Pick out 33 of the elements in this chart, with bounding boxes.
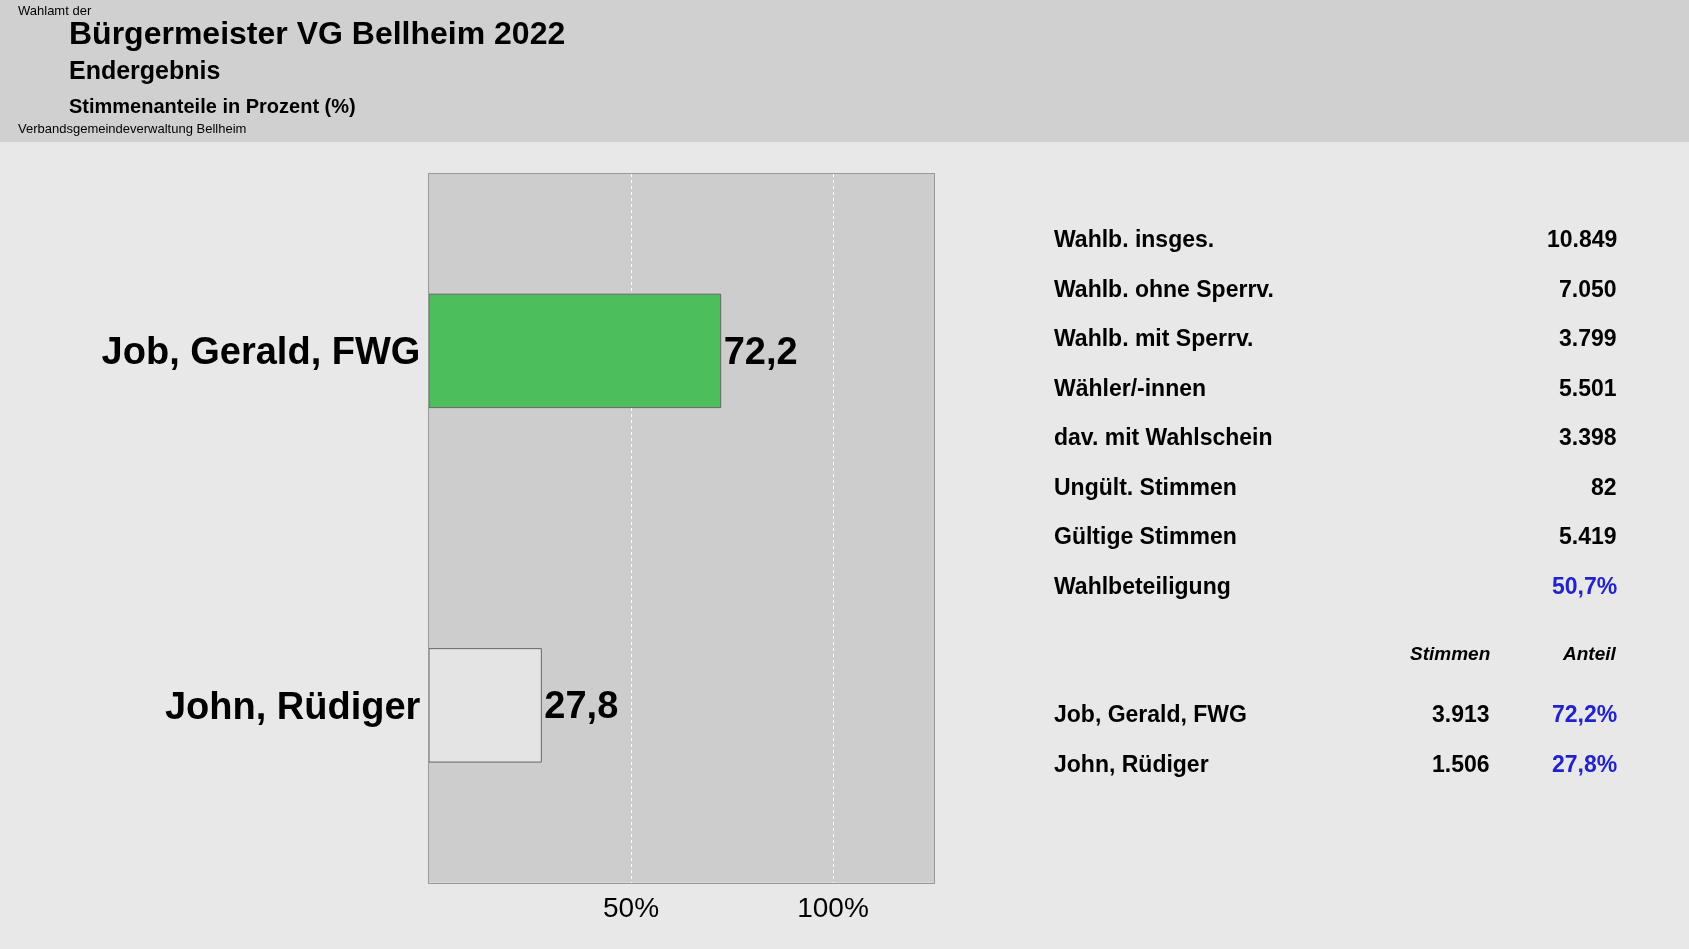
text: 10.849 xyxy=(1547,226,1618,252)
text: 3.398 xyxy=(1559,424,1617,450)
category-label: Wähler/-innen xyxy=(1054,375,1207,401)
text: 82 xyxy=(1591,474,1617,500)
text: Stimmenanteile in Prozent (%) xyxy=(69,95,356,117)
category-label: Job, Gerald, FWG xyxy=(1054,701,1247,727)
text: Endergebnis xyxy=(69,56,221,84)
text: Wahlamt der xyxy=(18,3,92,18)
category-label: Ungült. Stimmen xyxy=(1054,474,1237,500)
x-tick-label: 50% xyxy=(602,892,660,924)
category-label: John, Rüdiger xyxy=(1054,751,1209,777)
data-label: 27,8% xyxy=(1552,751,1618,777)
text: 3.799 xyxy=(1559,325,1617,351)
data-label: 1.506 xyxy=(1432,751,1490,777)
text: 50,7% xyxy=(1552,573,1618,599)
category-label: Wahlbeteiligung xyxy=(1054,573,1231,599)
text: 5.501 xyxy=(1559,375,1617,401)
text: 5.419 xyxy=(1559,523,1617,549)
data-label: 3.913 xyxy=(1432,701,1490,727)
category-label: Wahlb. ohne Sperrv. xyxy=(1054,276,1274,302)
text: Verbandsgemeindeverwaltung Bellheim xyxy=(18,121,247,136)
category-label: Wahlb. mit Sperrv. xyxy=(1054,325,1254,351)
text: Stimmen xyxy=(1410,643,1491,664)
category-label: dav. mit Wahlschein xyxy=(1054,424,1273,450)
data-label: 72,2 xyxy=(723,329,798,372)
category-label: Gültige Stimmen xyxy=(1054,523,1237,549)
x-tick-label: 100% xyxy=(797,892,869,924)
data-label: 72,2% xyxy=(1552,701,1618,727)
text: Anteil xyxy=(1562,643,1617,664)
text: 7.050 xyxy=(1559,276,1617,302)
category-label: Wahlb. insges. xyxy=(1054,226,1215,252)
chart-title: Bürgermeister VG Bellheim 2022 xyxy=(69,15,566,51)
data-label: 27,8 xyxy=(544,684,619,727)
